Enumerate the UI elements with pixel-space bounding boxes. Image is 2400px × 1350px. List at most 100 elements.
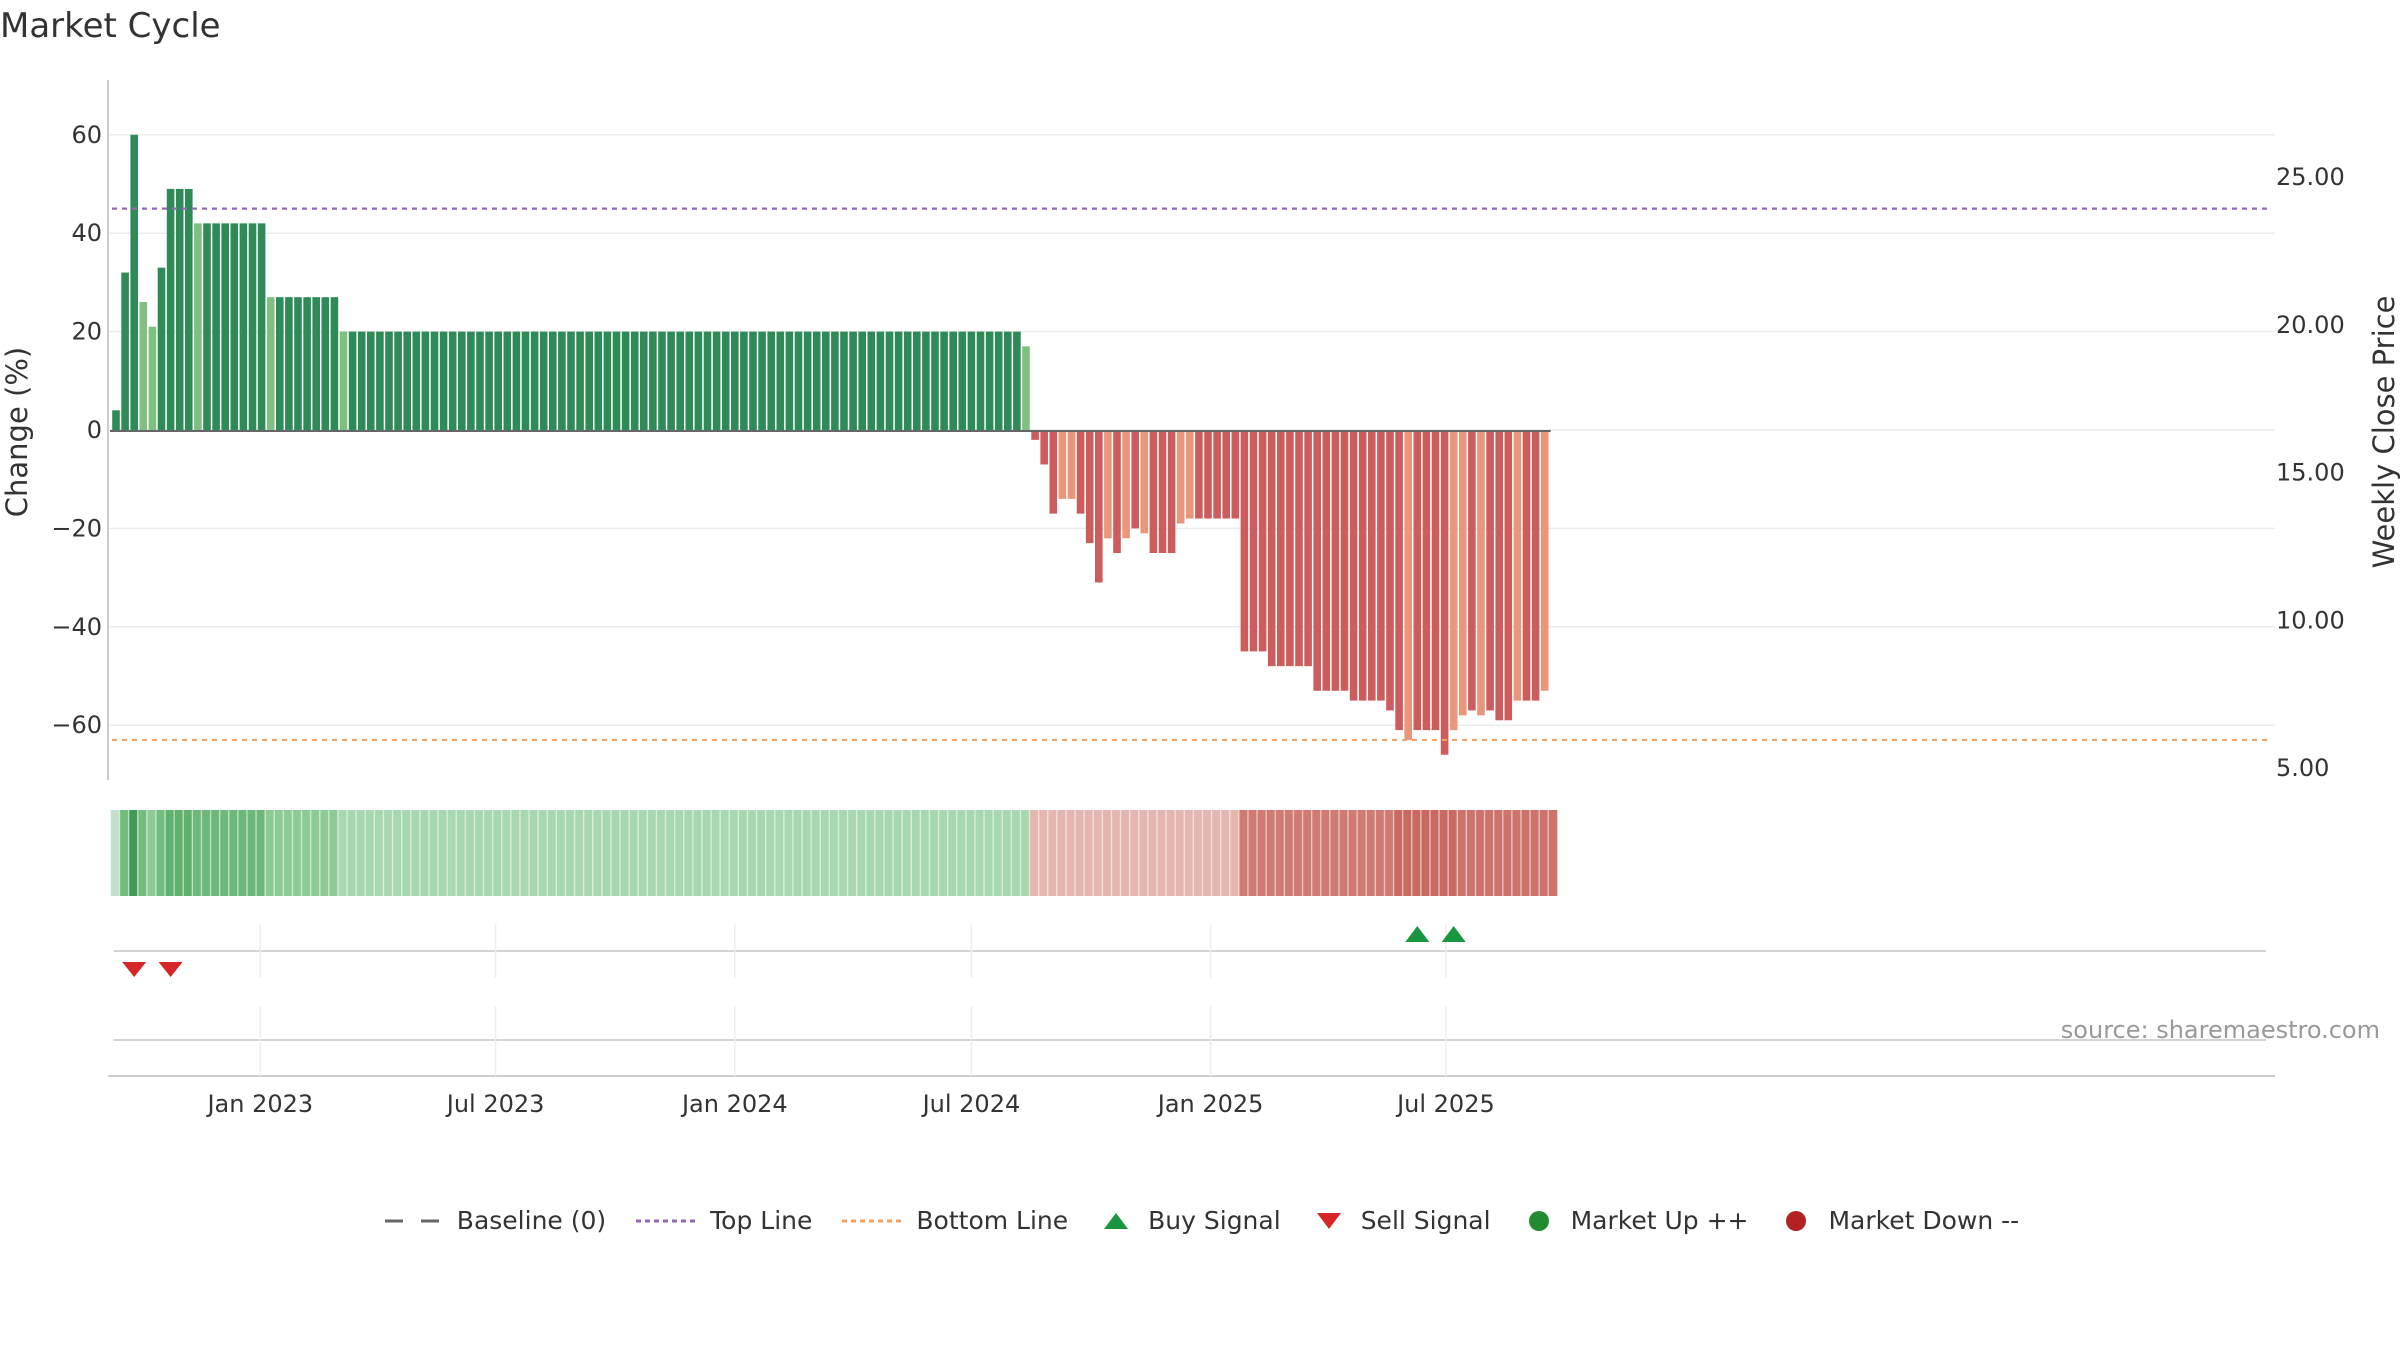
- bar: [1049, 430, 1058, 514]
- legend-swatch-up: [1519, 1209, 1559, 1233]
- bar: [1513, 430, 1522, 701]
- bar: [740, 331, 748, 430]
- legend-item-baseline[interactable]: Baseline (0): [381, 1206, 606, 1235]
- bar: [458, 331, 466, 430]
- regime-band-segment: [1457, 810, 1558, 896]
- legend-label-buy: Buy Signal: [1148, 1206, 1281, 1235]
- bar: [594, 331, 603, 430]
- bar: [712, 331, 721, 430]
- bar: [230, 223, 239, 430]
- bar: [985, 331, 994, 430]
- bar: [1222, 430, 1230, 519]
- bar: [949, 331, 957, 430]
- bar: [476, 331, 484, 430]
- bar: [467, 331, 475, 430]
- bar: [430, 331, 439, 430]
- y-tick-right-label: 5.00: [2276, 754, 2329, 782]
- regime-band-segment: [146, 810, 156, 896]
- bar: [630, 331, 639, 430]
- chart-title: Market Cycle: [0, 6, 221, 46]
- bar: [585, 331, 593, 430]
- bar: [612, 331, 621, 430]
- legend-item-buy[interactable]: Buy Signal: [1096, 1206, 1281, 1235]
- bar: [1067, 430, 1076, 499]
- bar: [913, 331, 921, 430]
- bar: [1104, 430, 1112, 539]
- regime-band-segment: [165, 810, 193, 896]
- bar: [776, 331, 785, 430]
- bar: [1277, 430, 1285, 667]
- legend-item-up[interactable]: Market Up ++: [1519, 1206, 1748, 1235]
- bar: [640, 331, 648, 430]
- x-tick-label: Jul 2024: [921, 1090, 1021, 1118]
- bar: [1522, 430, 1531, 701]
- bar: [676, 331, 684, 430]
- regime-band-segment: [1238, 810, 1394, 896]
- bar: [166, 188, 175, 430]
- bar: [412, 331, 421, 430]
- y-tick-left-label: −20: [51, 514, 102, 542]
- bar: [1431, 430, 1440, 731]
- legend: Baseline (0) Top Line Bottom Line Buy Signa…: [0, 1206, 2400, 1235]
- bar: [667, 331, 675, 430]
- bar: [822, 331, 830, 430]
- bar: [1231, 430, 1240, 519]
- bar: [1449, 430, 1458, 731]
- legend-label-top: Top Line: [710, 1206, 813, 1235]
- y-tick-left-label: 60: [71, 121, 102, 149]
- bar: [130, 134, 138, 431]
- bar: [558, 331, 566, 430]
- bar: [767, 331, 775, 430]
- bar: [885, 331, 894, 430]
- bar: [1186, 430, 1194, 519]
- bar: [749, 331, 757, 430]
- bar: [485, 331, 493, 430]
- legend-swatch-down: [1776, 1209, 1816, 1233]
- bar: [1204, 430, 1212, 519]
- bar: [840, 331, 848, 430]
- bar: [958, 331, 967, 430]
- bar: [549, 331, 557, 430]
- bar: [312, 297, 320, 430]
- bar: [1158, 430, 1167, 553]
- legend-item-sell[interactable]: Sell Signal: [1309, 1206, 1491, 1235]
- y-axis-left-title: Change (%): [0, 347, 34, 517]
- bar: [1013, 331, 1021, 430]
- y-tick-right-label: 10.00: [2276, 606, 2345, 634]
- y-tick-right-label: 20.00: [2276, 311, 2345, 339]
- bar: [448, 331, 457, 430]
- bar: [1349, 430, 1358, 701]
- bar: [1340, 430, 1349, 691]
- sell-signal-marker: [122, 962, 147, 977]
- legend-item-top[interactable]: Top Line: [634, 1206, 812, 1235]
- bar: [367, 331, 375, 430]
- legend-item-down[interactable]: Market Down --: [1776, 1206, 2019, 1235]
- bar: [658, 331, 666, 430]
- bar: [257, 223, 266, 430]
- bar: [1167, 430, 1176, 553]
- bar: [1331, 430, 1340, 691]
- y-axis-right-title: Weekly Close Price: [2367, 296, 2400, 569]
- bar: [794, 331, 803, 430]
- legend-swatch-buy: [1096, 1209, 1136, 1233]
- bar: [139, 302, 148, 430]
- bar: [439, 331, 448, 430]
- bar: [849, 331, 857, 430]
- bar: [1240, 430, 1249, 652]
- bar: [894, 331, 903, 430]
- bars-layer: [110, 134, 1551, 755]
- bar: [976, 331, 985, 430]
- bar: [276, 297, 284, 430]
- bar: [194, 223, 202, 430]
- x-tick-label: Jul 2023: [445, 1090, 545, 1118]
- buy-signal-marker: [1405, 926, 1430, 942]
- bar: [940, 331, 948, 430]
- legend-item-bottom[interactable]: Bottom Line: [840, 1206, 1068, 1235]
- regime-band-layer: [109, 810, 1558, 896]
- bar: [1085, 430, 1094, 544]
- bar: [803, 331, 812, 430]
- bar: [621, 331, 630, 430]
- bar: [1176, 430, 1185, 524]
- bar: [1477, 430, 1485, 716]
